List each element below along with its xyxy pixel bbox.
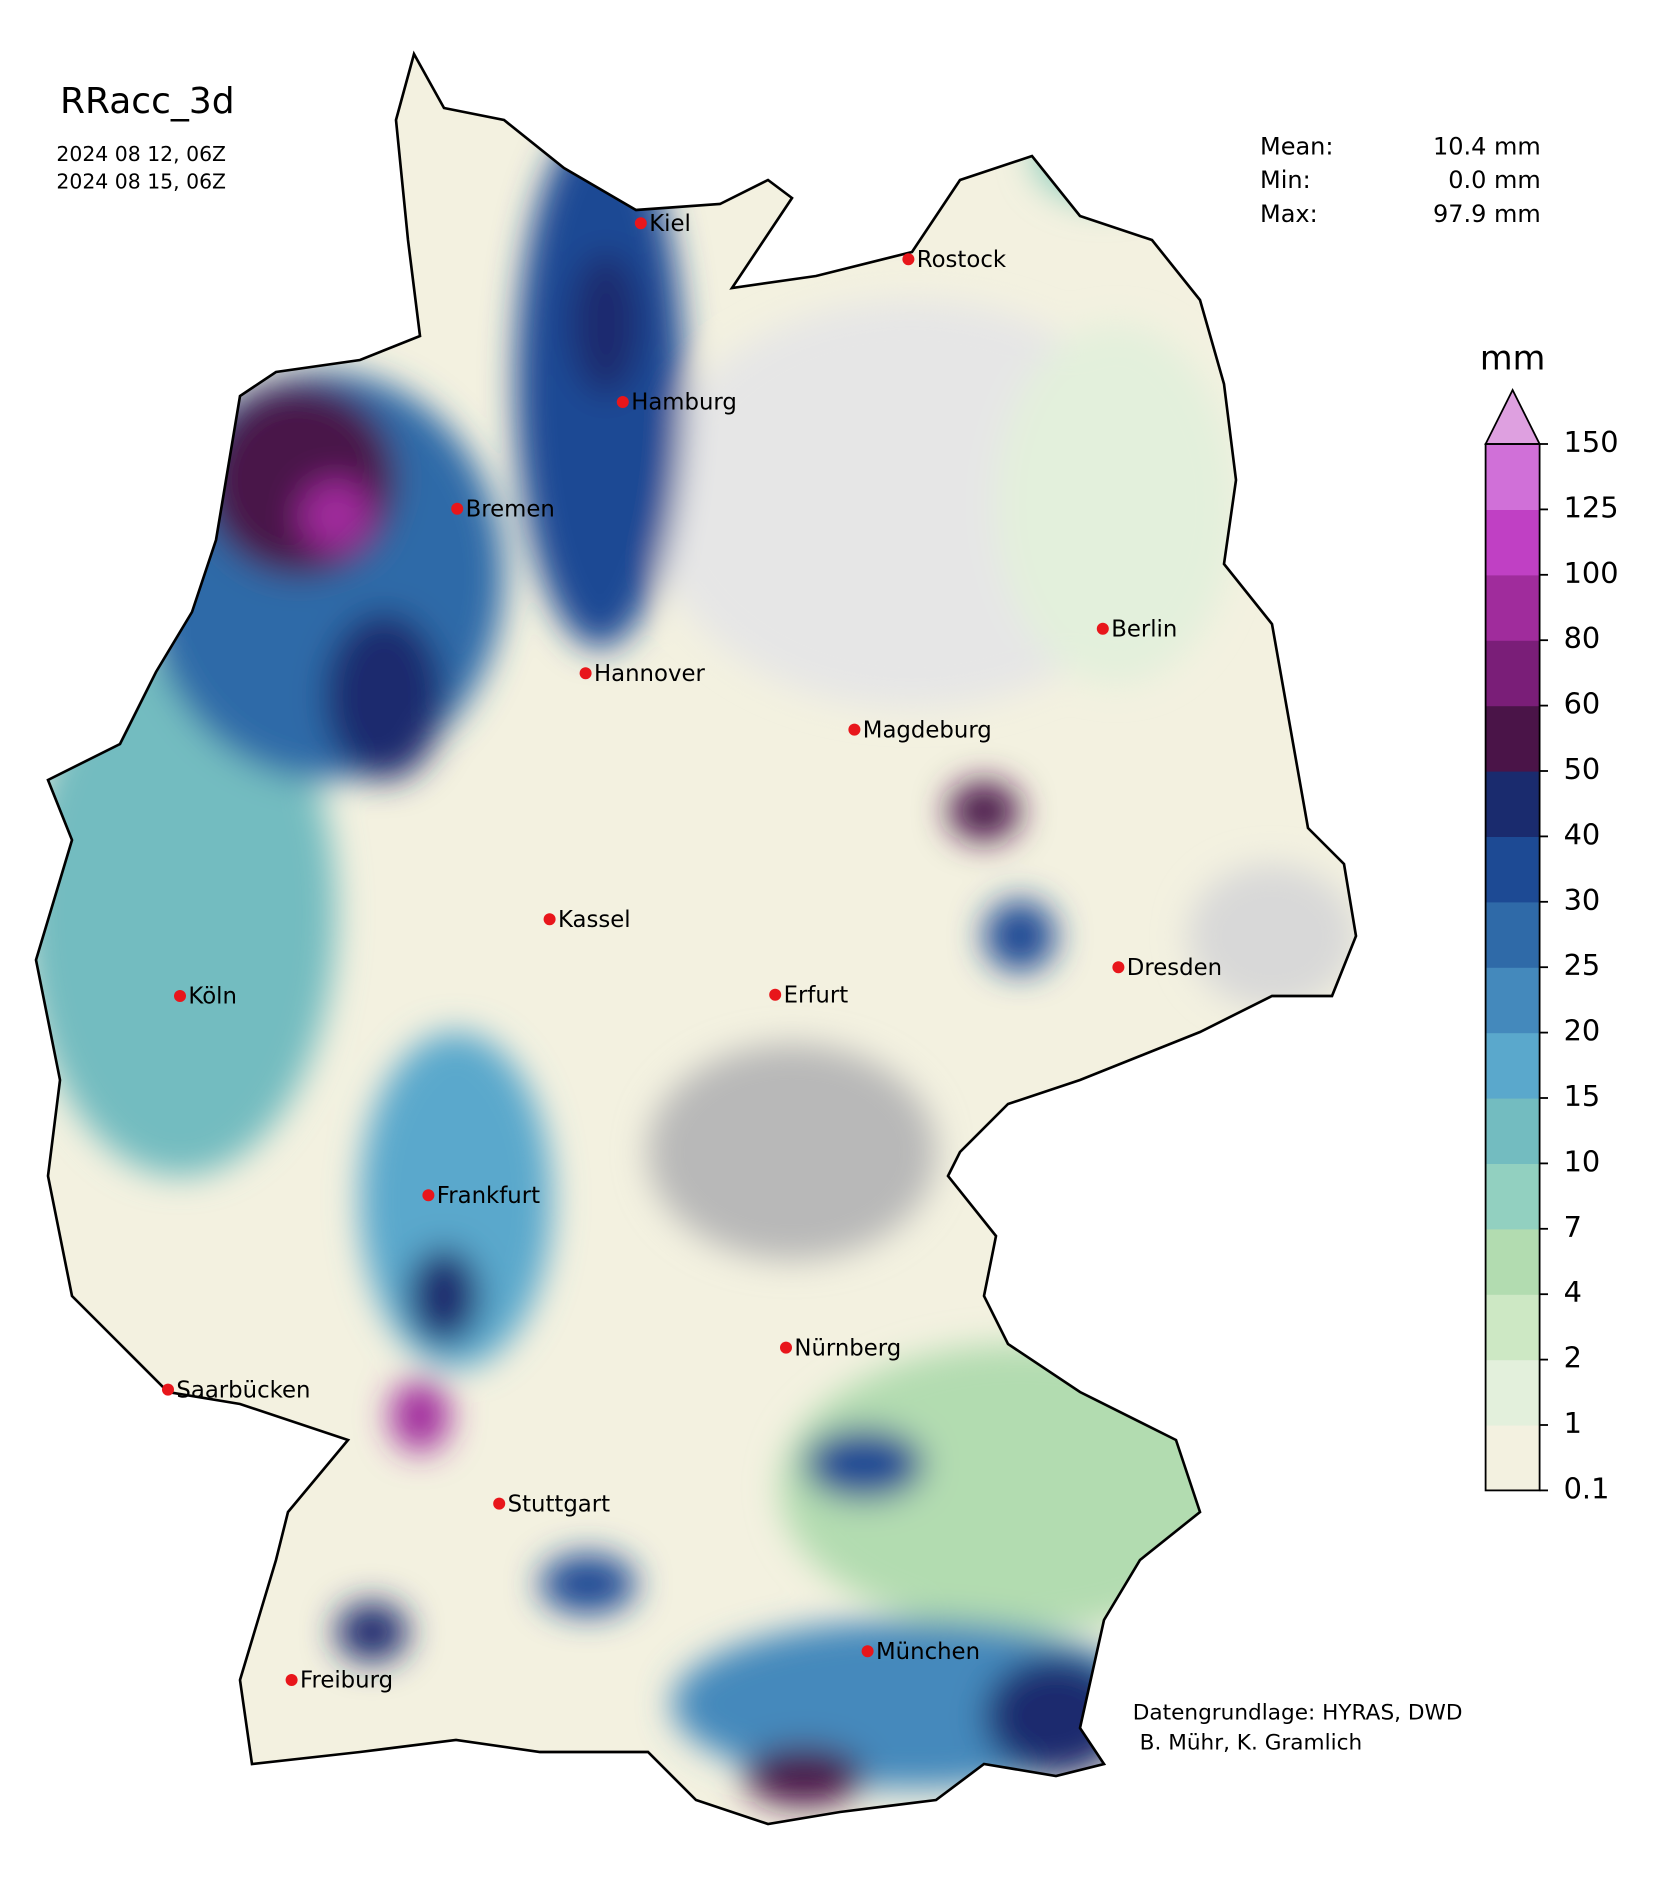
colorbar-tick-label: 0.1: [1564, 1471, 1610, 1505]
colorbar-segment: [1485, 1163, 1540, 1230]
city-dot: [451, 502, 464, 515]
city-label: Bremen: [466, 497, 555, 523]
statistics: Mean: 10.4 mm Min: 0.0 mm Max: 97.9 mm: [1260, 133, 1541, 228]
colorbar-tick-label: 150: [1564, 425, 1619, 459]
colorbar-tick-label: 4: [1564, 1275, 1582, 1309]
city-dot: [285, 1674, 298, 1687]
colorbar-tick-label: 30: [1564, 883, 1601, 917]
stat-value: 10.4 mm: [1433, 133, 1541, 161]
city-dot: [848, 723, 861, 736]
colorbar-segment: [1485, 1098, 1540, 1164]
stat-value: 0.0 mm: [1448, 166, 1541, 194]
colorbar-segment: [1485, 1294, 1540, 1361]
credit: Datengrundlage: HYRAS, DWD: [1133, 1701, 1463, 1726]
city-label: Berlin: [1111, 617, 1177, 643]
period-end: 2024 08 15, 06Z: [56, 169, 226, 193]
credit: B. Mühr, K. Gramlich: [1133, 1731, 1362, 1756]
city-dot: [861, 1645, 874, 1658]
colorbar-segment: [1485, 444, 1540, 511]
city-label: Freiburg: [300, 1668, 393, 1694]
city-label: Dresden: [1127, 955, 1222, 981]
city-dot: [543, 913, 556, 926]
city-dot: [634, 217, 647, 230]
colorbar-segment: [1485, 1032, 1540, 1099]
colorbar-extension: [1484, 387, 1542, 445]
city-dot: [780, 1341, 793, 1354]
colorbar-tick-label: 2: [1564, 1341, 1582, 1375]
city-label: Erfurt: [784, 983, 849, 1009]
colorbar-segment: [1485, 574, 1540, 641]
city-label: Hamburg: [631, 390, 737, 416]
city-dot: [162, 1383, 174, 1396]
city-label: Stuttgart: [508, 1491, 611, 1517]
colorbar-tick-label: 15: [1564, 1079, 1601, 1113]
city-label: Köln: [188, 984, 237, 1010]
city-dot: [769, 988, 782, 1001]
colorbar-segment: [1485, 901, 1540, 968]
city-dot: [616, 396, 629, 409]
city-label: Magdeburg: [863, 717, 992, 743]
stat-label: Min:: [1260, 166, 1311, 194]
city-dot: [902, 253, 915, 266]
stat-label: Max:: [1260, 200, 1318, 228]
map-title: RRacc_3d: [60, 81, 235, 122]
colorbar-unit: mm: [1480, 339, 1545, 378]
city-label: München: [876, 1639, 980, 1665]
city-label: Frankfurt: [437, 1183, 540, 1209]
map-frame: RRacc_3d 2024 08 12, 06Z 2024 08 15, 06Z…: [34, 52, 1619, 1826]
colorbar-tick-label: 10: [1564, 1144, 1601, 1178]
city-label: Rostock: [917, 247, 1007, 273]
city-label: Saarbücken: [176, 1377, 310, 1403]
colorbar-tick-label: 20: [1564, 1014, 1601, 1048]
city-label: Hannover: [594, 661, 705, 687]
colorbar-tick-label: 7: [1564, 1210, 1582, 1244]
stat-value: 97.9 mm: [1433, 200, 1541, 228]
colorbar-tick-label: 125: [1564, 490, 1619, 524]
city-dot: [1112, 961, 1125, 974]
colorbar-segment: [1485, 640, 1540, 707]
colorbar-tick-label: 60: [1564, 687, 1601, 721]
colorbar-tick-label: 25: [1564, 948, 1601, 982]
colorbar-tick-label: 80: [1564, 621, 1601, 655]
colorbar-segment: [1485, 705, 1540, 772]
precipitation-field: [36, 54, 1357, 1825]
colorbar-tick-label: 100: [1564, 556, 1619, 590]
city-dot: [579, 667, 592, 680]
city-label: Nürnberg: [794, 1335, 901, 1361]
period-start: 2024 08 12, 06Z: [56, 142, 226, 166]
city-dot: [1096, 622, 1109, 635]
colorbar-segment: [1485, 771, 1540, 838]
city-label: Kassel: [558, 907, 631, 933]
colorbar-segment: [1485, 509, 1540, 576]
colorbar-segment: [1485, 967, 1540, 1034]
city-dot: [493, 1497, 506, 1510]
city-label: Kiel: [649, 211, 691, 237]
colorbar-segment: [1485, 1228, 1540, 1295]
colorbar: 0.1 1 2 4 7 10 15 20 25 30 40 50 60 80 100 125 150 mm: [1480, 339, 1619, 1506]
stat-label: Mean:: [1260, 133, 1333, 161]
colorbar-segment: [1485, 836, 1540, 903]
colorbar-tick-label: 1: [1564, 1406, 1582, 1440]
colorbar-tick-label: 50: [1564, 752, 1601, 786]
colorbar-segment: [1485, 1359, 1540, 1426]
colorbar-tick-label: 40: [1564, 817, 1601, 851]
cities: Kiel Rostock Hamburg Bremen Berlin Hannover Ma…: [162, 211, 1222, 1694]
colorbar-segment: [1485, 1425, 1540, 1491]
city-dot: [174, 990, 186, 1003]
city-dot: [422, 1189, 435, 1202]
